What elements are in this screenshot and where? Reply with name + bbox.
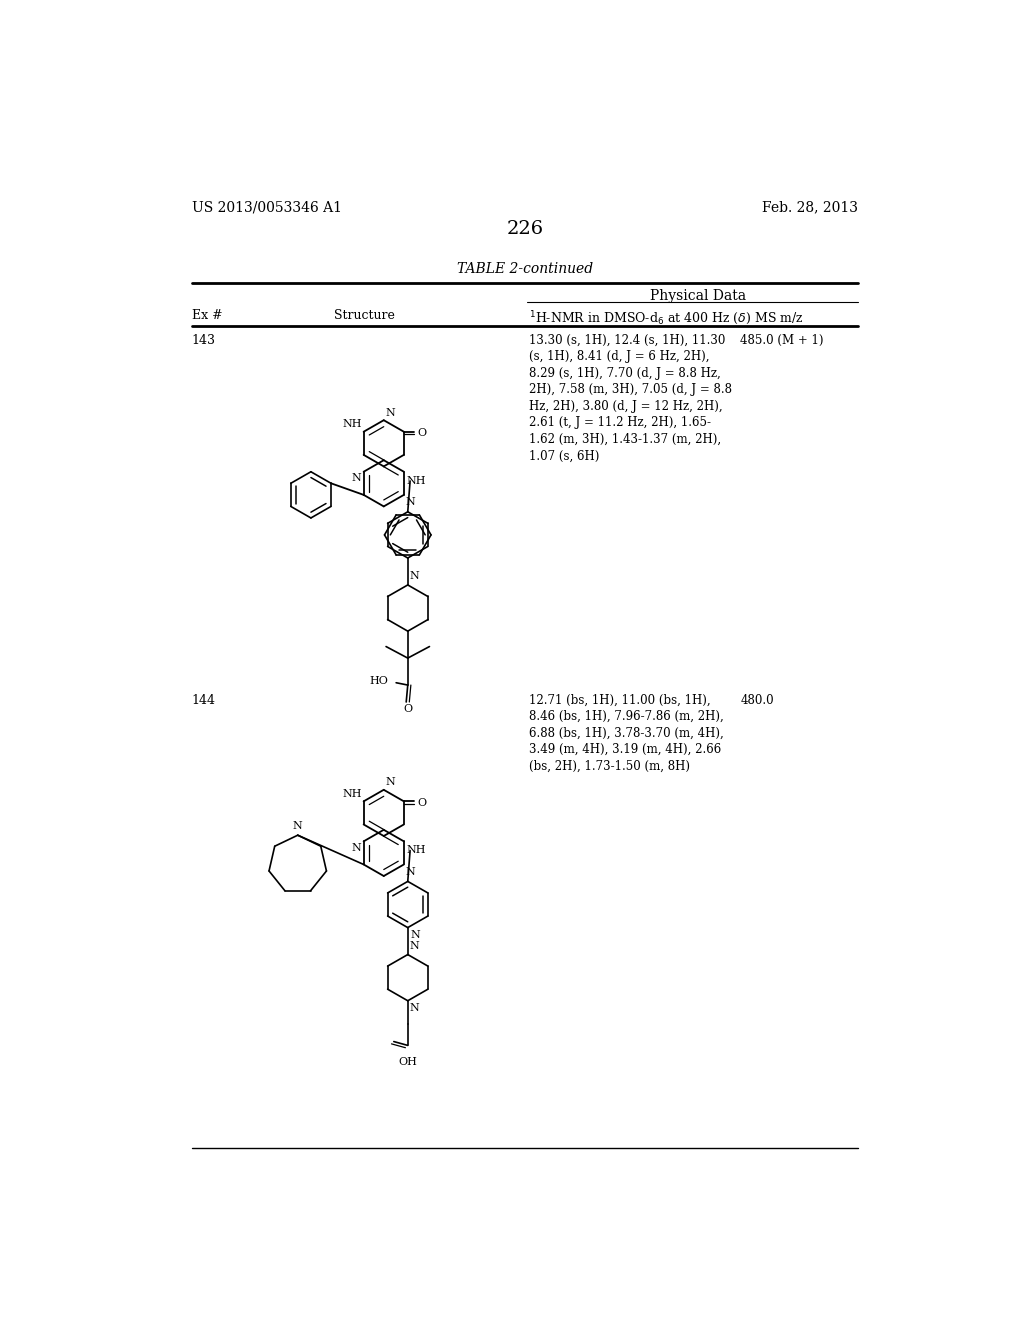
Text: HO: HO [370,676,388,686]
Text: N: N [385,777,395,788]
Text: NH: NH [407,475,426,486]
Text: NH: NH [343,420,362,429]
Text: N: N [410,1003,419,1012]
Text: OH: OH [398,1057,417,1067]
Text: N: N [385,408,395,418]
Text: Feb. 28, 2013: Feb. 28, 2013 [762,201,858,215]
Text: N: N [293,821,303,832]
Text: N: N [406,498,415,507]
Text: O: O [418,428,427,438]
Text: $^1$H-NMR in DMSO-d$_6$ at 400 Hz ($\delta$) MS m/z: $^1$H-NMR in DMSO-d$_6$ at 400 Hz ($\del… [529,309,804,327]
Text: N: N [410,572,419,581]
Text: N: N [410,941,419,950]
Text: 485.0 (M + 1): 485.0 (M + 1) [740,334,823,347]
Text: N: N [406,867,415,876]
Text: NH: NH [407,845,426,855]
Text: N: N [411,929,421,940]
Text: Ex #: Ex # [191,309,222,322]
Text: O: O [403,705,413,714]
Text: 13.30 (s, 1H), 12.4 (s, 1H), 11.30
(s, 1H), 8.41 (d, J = 6 Hz, 2H),
8.29 (s, 1H): 13.30 (s, 1H), 12.4 (s, 1H), 11.30 (s, 1… [529,334,732,462]
Text: N: N [351,843,361,853]
Text: 226: 226 [506,220,544,238]
Text: NH: NH [343,789,362,799]
Text: Structure: Structure [334,309,395,322]
Text: N: N [351,474,361,483]
Text: 12.71 (bs, 1H), 11.00 (bs, 1H),
8.46 (bs, 1H), 7.96-7.86 (m, 2H),
6.88 (bs, 1H),: 12.71 (bs, 1H), 11.00 (bs, 1H), 8.46 (bs… [529,693,724,772]
Text: 144: 144 [191,693,215,706]
Text: Physical Data: Physical Data [649,289,745,304]
Text: US 2013/0053346 A1: US 2013/0053346 A1 [191,201,342,215]
Text: 143: 143 [191,334,215,347]
Text: TABLE 2-continued: TABLE 2-continued [457,263,593,276]
Text: O: O [418,797,427,808]
Text: 480.0: 480.0 [740,693,774,706]
